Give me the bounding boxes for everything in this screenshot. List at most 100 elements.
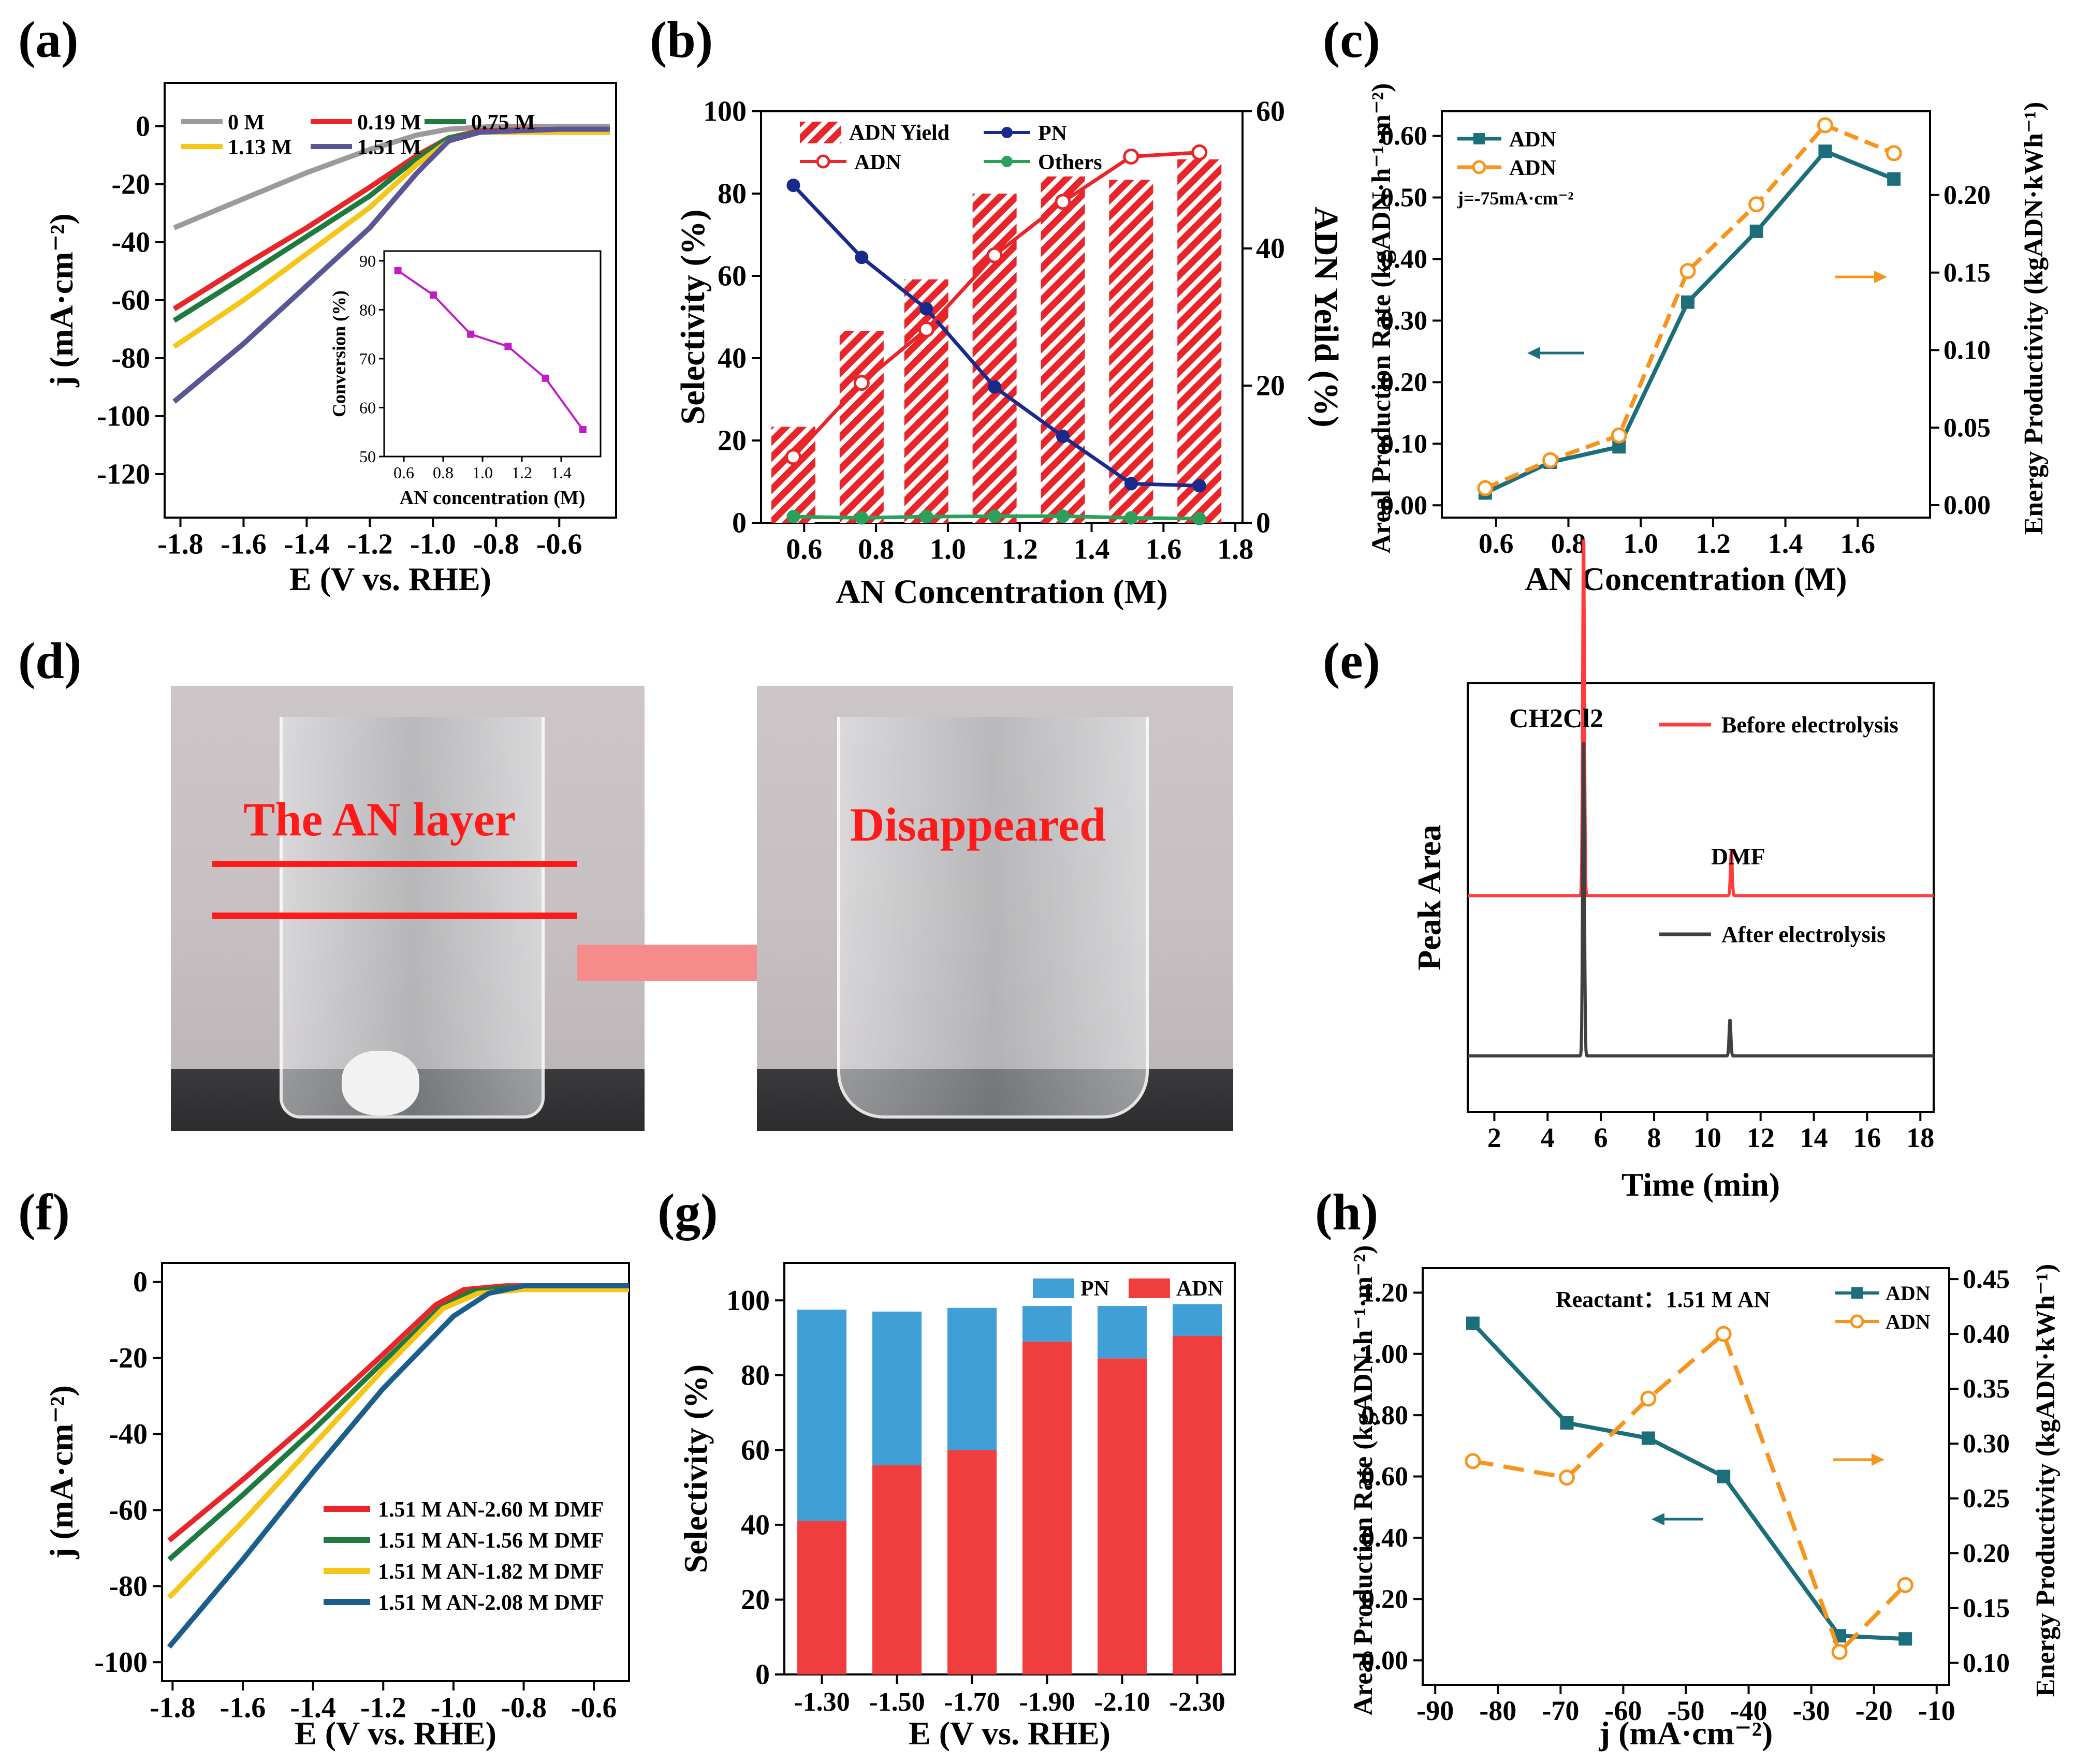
a-inset-point: [504, 343, 512, 350]
b-y2tick-label: 60: [1256, 95, 1285, 127]
b-ytick-label: 20: [718, 424, 747, 457]
a-inset-point: [430, 291, 437, 299]
c-annotation: j=-75mA·cm⁻²: [1457, 188, 1573, 209]
b-legend-marker: [1001, 127, 1013, 138]
b-ytick-label: 60: [718, 260, 747, 292]
b-ytick-label: 100: [703, 95, 747, 127]
a-inset-ytick-label: 90: [359, 252, 376, 270]
h-arrow-right-head: [1872, 1453, 1884, 1466]
b-point-ADN: [1123, 148, 1139, 165]
g-bar-PN: [1098, 1306, 1147, 1359]
a-xtick-label: -1.0: [410, 528, 456, 561]
g-bar-ADN: [947, 1450, 997, 1674]
h-legend-label: ADN: [1886, 1310, 1931, 1333]
a-xtick-label: -0.6: [536, 528, 582, 561]
panel-label-e: (e): [1323, 632, 1380, 689]
a-ytick-label: -100: [97, 400, 150, 432]
f-ytick-label: -80: [109, 1570, 148, 1603]
g-bar-ADN: [872, 1465, 922, 1674]
e-legend-label: After electrolysis: [1721, 922, 1886, 947]
g-legend-label: ADN: [1176, 1277, 1223, 1301]
g-xtick-label: -1.50: [869, 1687, 925, 1717]
panel-label-g: (g): [657, 1183, 718, 1241]
g-ytick-label: 80: [741, 1359, 770, 1391]
a-inset-ytick-label: 50: [359, 447, 376, 466]
h-point-left: [1898, 1632, 1912, 1646]
b-xtick-label: 1.6: [1145, 534, 1181, 566]
c-y2tick-label: 0.10: [1944, 336, 1991, 365]
h-ytick-label: 1.00: [1361, 1340, 1408, 1369]
panel-label-b: (b): [650, 11, 713, 68]
c-legend-marker: [1473, 133, 1485, 144]
b-y2tick-label: 40: [1256, 232, 1285, 264]
g-bar-ADN: [797, 1521, 846, 1674]
h-y2tick-label: 0.20: [1963, 1539, 2010, 1568]
g-ytick-label: 0: [755, 1658, 770, 1690]
b-ytick-label: 40: [718, 342, 747, 374]
e-xtick-label: 6: [1594, 1122, 1608, 1153]
c-xtick-label: 1.0: [1623, 528, 1658, 559]
a-ytick-label: -60: [111, 284, 150, 316]
f-xlabel: E (V vs. RHE): [295, 1715, 496, 1752]
c-point-left: [1818, 144, 1832, 158]
g-frame: [783, 1262, 1236, 1675]
h-point-right: [1465, 1453, 1481, 1469]
c-y2label: Energy Productivity (kgADN·kWh⁻¹): [2019, 102, 2049, 535]
c-ytick-label: 0.60: [1380, 122, 1427, 151]
e-frame: [1467, 682, 1935, 1113]
c-y2tick-label: 0.20: [1944, 181, 1991, 210]
h-point-right: [1715, 1326, 1732, 1342]
e-xtick-label: 2: [1487, 1122, 1501, 1153]
b-point-Others: [786, 510, 800, 524]
b-ylabel: Selectivity (%): [674, 209, 712, 424]
h-y2tick-label: 0.10: [1963, 1649, 2010, 1678]
b-legend-marker: [816, 154, 830, 169]
h-xtick-label: -40: [1730, 1695, 1767, 1726]
a-inset-xtick-label: 1.2: [512, 463, 532, 482]
c-y2tick-label: 0.15: [1944, 258, 1991, 288]
c-ytick-label: 0.30: [1380, 306, 1427, 336]
f-xtick-label: -0.8: [501, 1692, 547, 1724]
c-legend-marker: [1472, 160, 1486, 174]
f-xtick-label: -1.0: [431, 1692, 477, 1724]
c-ylabel: Areal Production Rate (kgADN·h⁻¹·m⁻²): [1367, 83, 1396, 554]
b-point-ADN: [785, 449, 801, 465]
b-xtick-label: 0.8: [858, 534, 894, 566]
c-point-left: [1887, 172, 1901, 186]
c-xtick-label: 1.6: [1840, 528, 1876, 559]
h-ytick-label: 0.40: [1361, 1523, 1408, 1553]
e-annot-ch2cl2: CH2Cl2: [1509, 704, 1603, 733]
f-ytick-label: -20: [109, 1342, 148, 1374]
h-y2label: Energy Productivity (kgADN·kWh⁻¹): [2031, 1264, 2061, 1697]
c-legend-label: ADN: [1509, 128, 1556, 152]
b-point-Others: [1124, 511, 1138, 525]
b-point-ADN: [1191, 144, 1208, 160]
a-ytick-label: -20: [111, 168, 150, 200]
e-legend-label: Before electrolysis: [1721, 712, 1898, 738]
b-bar-adn-yield: [1109, 180, 1153, 523]
b-point-PN: [1124, 477, 1138, 491]
a-inset-point: [394, 267, 402, 274]
a-inset-ytick-label: 80: [359, 300, 376, 319]
h-point-right: [1897, 1577, 1913, 1593]
g-bar-PN: [947, 1307, 997, 1450]
b-y2label: ADN Yeild (%): [1307, 207, 1345, 428]
a-inset-ytick-label: 60: [359, 398, 376, 417]
c-point-right: [1611, 427, 1627, 444]
e-xtick-label: 4: [1541, 1122, 1555, 1153]
h-point-left: [1466, 1316, 1480, 1330]
f-series: [167, 1287, 629, 1599]
h-ytick-label: 0.00: [1361, 1646, 1408, 1675]
h-y2tick-label: 0.35: [1963, 1374, 2010, 1404]
c-ytick-label: 0.40: [1380, 245, 1427, 274]
b-point-ADN: [918, 321, 934, 337]
e-annot-dmf: DMF: [1711, 843, 1765, 870]
a-series-0 M: [173, 124, 610, 230]
panel-label-h: (h): [1315, 1183, 1378, 1241]
c-ytick-label: 0.00: [1380, 491, 1427, 520]
h-xtick-label: -20: [1855, 1695, 1893, 1726]
b-point-Others: [855, 511, 869, 525]
c-xlabel: AN Concentration (M): [1525, 561, 1847, 597]
h-legend-marker: [1851, 1287, 1863, 1299]
